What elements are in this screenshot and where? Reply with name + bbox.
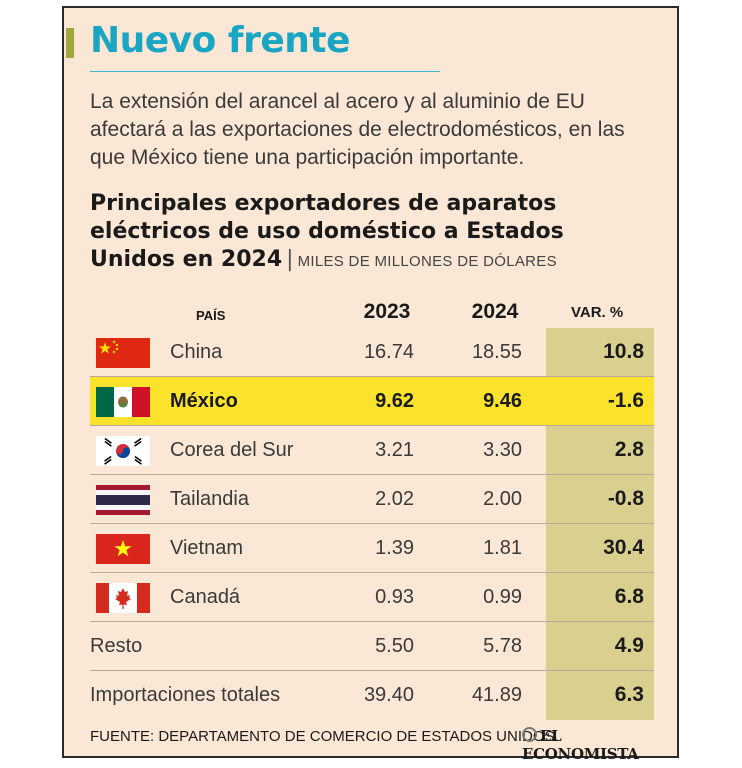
value-2024: 2.00 (483, 488, 522, 510)
mexico-flag-icon (96, 387, 150, 417)
value-var: 6.8 (614, 585, 644, 608)
value-2024: 1.81 (483, 537, 522, 559)
value-2024: 9.46 (483, 390, 522, 412)
column-header-2024: 2024 (471, 300, 519, 323)
table-body: China 16.74 18.55 10.8 México 9.62 9.46 -1.6 Cor… (90, 328, 654, 719)
column-header-var: VAR. % (571, 304, 624, 321)
thailand-flag-icon (96, 485, 150, 515)
value-2024: 18.55 (471, 341, 522, 363)
value-2023: 39.40 (363, 684, 414, 706)
row-label: Importaciones totales (90, 684, 281, 706)
table-units: MILES DE MILLONES DE DÓLARES (297, 253, 557, 270)
var-cell: 4.9 (546, 622, 654, 670)
column-header-2023: 2023 (363, 300, 411, 323)
logo-mark-icon (522, 727, 537, 742)
value-2024: 3.30 (483, 439, 522, 461)
publisher-logo: EL ECONOMISTA (522, 727, 677, 763)
publisher-logo-text: EL ECONOMISTA (522, 727, 639, 763)
value-2024: 41.89 (471, 684, 522, 706)
value-var: 30.4 (603, 536, 644, 559)
value-2023: 0.93 (375, 586, 414, 608)
value-2023: 5.50 (375, 635, 414, 657)
var-cell: 2.8 (546, 426, 654, 474)
title-separator: | (286, 247, 294, 272)
table-row-corea-del-sur: Corea del Sur 3.21 3.30 2.8 (90, 426, 654, 475)
page-subtitle: La extensión del arancel al acero y al a… (90, 90, 625, 169)
value-2023: 1.39 (375, 537, 414, 559)
value-2024: 5.78 (483, 635, 522, 657)
canada-flag-icon (96, 583, 150, 613)
table-row-resto: Resto 5.50 5.78 4.9 (90, 622, 654, 671)
title-divider (90, 71, 440, 72)
value-2023: 3.21 (375, 439, 414, 461)
value-var: -0.8 (607, 487, 644, 510)
row-label: Vietnam (170, 537, 244, 559)
value-2023: 9.62 (375, 390, 414, 412)
row-label: Resto (90, 635, 143, 657)
table-row-canada: Canadá 0.93 0.99 6.8 (90, 573, 654, 622)
var-cell: 6.8 (546, 573, 654, 621)
south-korea-flag-icon (96, 436, 150, 466)
vietnam-flag-icon (96, 534, 150, 564)
value-var: 6.3 (614, 683, 644, 706)
row-label: China (170, 341, 223, 363)
value-2024: 0.99 (483, 586, 522, 608)
value-var: 4.9 (614, 634, 644, 657)
value-var: 10.8 (603, 340, 644, 363)
var-cell: -1.6 (546, 377, 654, 425)
table-row-importaciones-totales: Importaciones totales 39.40 41.89 6.3 (90, 671, 654, 719)
value-2023: 2.02 (375, 488, 414, 510)
table-row-china: China 16.74 18.55 10.8 (90, 328, 654, 377)
var-cell: -0.8 (546, 475, 654, 523)
infographic-card: Nuevo frente La extensión del arancel al… (62, 6, 679, 763)
value-2023: 16.74 (363, 341, 414, 363)
value-var: 2.8 (614, 438, 644, 461)
row-label: Canadá (170, 586, 241, 608)
china-flag-icon (96, 338, 150, 368)
var-cell: 30.4 (546, 524, 654, 572)
row-label: Tailandia (170, 488, 249, 510)
source-note: FUENTE: DEPARTAMENTO DE COMERCIO DE ESTA… (90, 728, 559, 745)
table-title: Principales exportadores de aparatos elé… (90, 190, 650, 276)
table-row-tailandia: Tailandia 2.02 2.00 -0.8 (90, 475, 654, 524)
row-label: México (170, 390, 238, 412)
title-accent-bar (66, 28, 74, 58)
page-title: Nuevo frente (90, 20, 351, 61)
table-row-vietnam: Vietnam 1.39 1.81 30.4 (90, 524, 654, 573)
table-row-mexico: México 9.62 9.46 -1.6 (90, 377, 654, 426)
column-header-country: PAÍS (196, 308, 226, 323)
var-cell: 10.8 (546, 328, 654, 376)
value-var: -1.6 (607, 389, 644, 412)
table-title-text: Principales exportadores de aparatos elé… (90, 191, 564, 272)
row-label: Corea del Sur (170, 439, 294, 461)
var-cell: 6.3 (546, 671, 654, 719)
